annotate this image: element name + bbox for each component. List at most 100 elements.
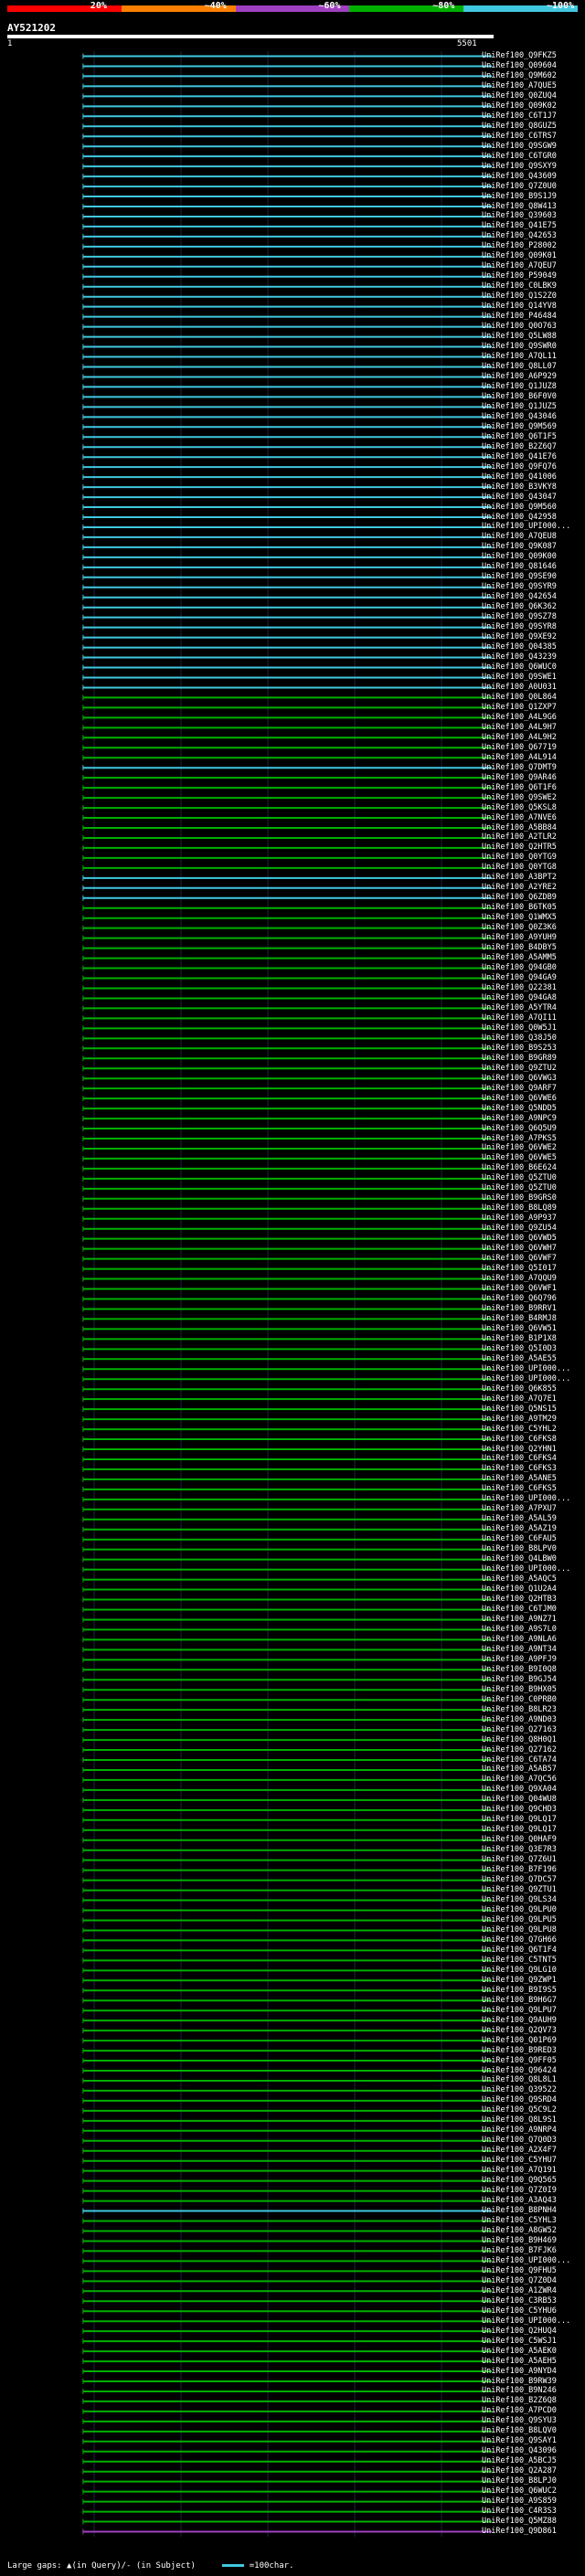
hit-label[interactable]: UniRef100_Q7DMT9: [482, 762, 557, 772]
hit-label[interactable]: UniRef100_B7FJK6: [482, 2245, 557, 2255]
hit-label[interactable]: UniRef100_Q9M560: [482, 502, 557, 512]
hit-label[interactable]: UniRef100_A9P937: [482, 1214, 557, 1224]
hit-label[interactable]: UniRef100_Q7Z6U1: [482, 1855, 557, 1865]
hit-label[interactable]: UniRef100_Q2YHN1: [482, 1444, 557, 1454]
hit-label[interactable]: UniRef100_Q6WUC2: [482, 2486, 557, 2496]
hit-label[interactable]: UniRef100_Q9FHU5: [482, 2265, 557, 2275]
hit-label[interactable]: UniRef100_B8LQV0: [482, 2426, 557, 2436]
hit-label[interactable]: UniRef100_Q9LPU7: [482, 2005, 557, 2015]
hit-label[interactable]: UniRef100_Q6VWG3: [482, 1073, 557, 1083]
hit-label[interactable]: UniRef100_A7PCD0: [482, 2406, 557, 2416]
hit-label[interactable]: UniRef100_UPI000...: [482, 1494, 571, 1504]
hit-label[interactable]: UniRef100_Q9AUH9: [482, 2015, 557, 2025]
hit-label[interactable]: UniRef100_B9N246: [482, 2386, 557, 2396]
hit-label[interactable]: UniRef100_Q9SYR8: [482, 622, 557, 632]
hit-label[interactable]: UniRef100_UPI000...: [482, 1363, 571, 1373]
hit-label[interactable]: UniRef100_A9YUH9: [482, 933, 557, 943]
hit-label[interactable]: UniRef100_A5BB84: [482, 822, 557, 832]
hit-label[interactable]: UniRef100_Q94GA8: [482, 992, 557, 1002]
hit-label[interactable]: UniRef100_A7PXU7: [482, 1504, 557, 1514]
hit-label[interactable]: UniRef100_A7PKS5: [482, 1133, 557, 1143]
hit-label[interactable]: UniRef100_Q81646: [482, 562, 557, 572]
hit-label[interactable]: UniRef100_Q0Z3K6: [482, 923, 557, 933]
hit-label[interactable]: UniRef100_Q8L9S1: [482, 2115, 557, 2125]
hit-label[interactable]: UniRef100_A9NZ71: [482, 1614, 557, 1624]
hit-label[interactable]: UniRef100_Q9SYU3: [482, 2416, 557, 2426]
hit-label[interactable]: UniRef100_Q3E7R3: [482, 1845, 557, 1855]
hit-label[interactable]: UniRef100_A5AEK0: [482, 2346, 557, 2356]
hit-label[interactable]: UniRef100_C0LBK9: [482, 281, 557, 292]
hit-label[interactable]: UniRef100_UPI000...: [482, 1564, 571, 1574]
hit-label[interactable]: UniRef100_Q0HAF9: [482, 1835, 557, 1845]
hit-label[interactable]: UniRef100_Q9SRD4: [482, 2095, 557, 2105]
hit-label[interactable]: UniRef100_Q94GB0: [482, 963, 557, 973]
hit-label[interactable]: UniRef100_Q5LW88: [482, 332, 557, 342]
hit-label[interactable]: UniRef100_A7QUE5: [482, 80, 557, 90]
hit-label[interactable]: UniRef100_B3VKY8: [482, 482, 557, 492]
hit-label[interactable]: UniRef100_Q2HTB3: [482, 1595, 557, 1605]
hit-label[interactable]: UniRef100_Q8GUZ5: [482, 121, 557, 131]
hit-label[interactable]: UniRef100_UPI000...: [482, 1373, 571, 1383]
hit-label[interactable]: UniRef100_B6E624: [482, 1163, 557, 1173]
hit-label[interactable]: UniRef100_Q96424: [482, 2065, 557, 2075]
hit-label[interactable]: UniRef100_C6FKS8: [482, 1434, 557, 1444]
hit-label[interactable]: UniRef100_C6TRS7: [482, 131, 557, 141]
hit-label[interactable]: UniRef100_A5AZ19: [482, 1524, 557, 1534]
hit-label[interactable]: UniRef100_Q6ZDB9: [482, 893, 557, 903]
hit-label[interactable]: UniRef100_UPI000...: [482, 2255, 571, 2265]
hit-label[interactable]: UniRef100_B6TK05: [482, 903, 557, 913]
hit-label[interactable]: UniRef100_Q9ZWP1: [482, 1975, 557, 1985]
hit-label[interactable]: UniRef100_A9S7L0: [482, 1624, 557, 1634]
hit-label[interactable]: UniRef100_Q6K855: [482, 1383, 557, 1394]
hit-label[interactable]: UniRef100_A3BPT2: [482, 873, 557, 883]
hit-label[interactable]: UniRef100_Q04WU8: [482, 1795, 557, 1805]
hit-label[interactable]: UniRef100_Q9LPU5: [482, 1914, 557, 1924]
hit-label[interactable]: UniRef100_B7F196: [482, 1865, 557, 1875]
hit-label[interactable]: UniRef100_Q9SGW9: [482, 141, 557, 151]
hit-label[interactable]: UniRef100_A4L914: [482, 752, 557, 762]
hit-label[interactable]: UniRef100_Q0W5J1: [482, 1023, 557, 1033]
hit-label[interactable]: UniRef100_Q9ZU54: [482, 1224, 557, 1234]
hit-label[interactable]: UniRef100_Q9LQ17: [482, 1815, 557, 1825]
hit-label[interactable]: UniRef100_Q9SE90: [482, 572, 557, 582]
hit-label[interactable]: UniRef100_Q5ZTU0: [482, 1173, 557, 1183]
hit-label[interactable]: UniRef100_Q0YTG9: [482, 853, 557, 863]
hit-label[interactable]: UniRef100_Q27163: [482, 1724, 557, 1734]
hit-label[interactable]: UniRef100_C6T1J7: [482, 111, 557, 121]
hit-label[interactable]: UniRef100_Q39603: [482, 211, 557, 221]
hit-label[interactable]: UniRef100_Q6T1F6: [482, 782, 557, 792]
hit-label[interactable]: UniRef100_B4RMJ8: [482, 1313, 557, 1323]
hit-label[interactable]: UniRef100_P59049: [482, 271, 557, 281]
hit-label[interactable]: UniRef100_Q41E75: [482, 221, 557, 231]
hit-label[interactable]: UniRef100_A7Q191: [482, 2166, 557, 2176]
hit-label[interactable]: UniRef100_A9NRP4: [482, 2125, 557, 2136]
hit-label[interactable]: UniRef100_Q9K087: [482, 542, 557, 552]
hit-label[interactable]: UniRef100_A2YRE2: [482, 883, 557, 893]
hit-label[interactable]: UniRef100_Q9Q565: [482, 2176, 557, 2186]
hit-label[interactable]: UniRef100_A9ND03: [482, 1714, 557, 1724]
hit-label[interactable]: UniRef100_Q7GH66: [482, 1935, 557, 1945]
hit-label[interactable]: UniRef100_Q6VWE2: [482, 1143, 557, 1153]
hit-label[interactable]: UniRef100_C5WSJ1: [482, 2336, 557, 2346]
hit-label[interactable]: UniRef100_Q38J50: [482, 1033, 557, 1043]
hit-label[interactable]: UniRef100_Q09K02: [482, 101, 557, 111]
hit-label[interactable]: UniRef100_C6FKS5: [482, 1484, 557, 1494]
hit-label[interactable]: UniRef100_Q9SWE2: [482, 792, 557, 802]
hit-label[interactable]: UniRef100_Q27162: [482, 1744, 557, 1754]
hit-label[interactable]: UniRef100_Q2QV73: [482, 2025, 557, 2035]
hit-label[interactable]: UniRef100_C0PRB0: [482, 1694, 557, 1704]
hit-label[interactable]: UniRef100_Q5KSL8: [482, 802, 557, 812]
hit-label[interactable]: UniRef100_B9RW39: [482, 2376, 557, 2386]
hit-label[interactable]: UniRef100_Q9ZTU1: [482, 1885, 557, 1895]
hit-label[interactable]: UniRef100_Q22381: [482, 982, 557, 992]
hit-label[interactable]: UniRef100_Q2HUQ4: [482, 2326, 557, 2336]
hit-label[interactable]: UniRef100_Q7DC57: [482, 1875, 557, 1885]
hit-label[interactable]: UniRef100_Q4LBW0: [482, 1554, 557, 1564]
hit-label[interactable]: UniRef100_A0U031: [482, 682, 557, 692]
hit-label[interactable]: UniRef100_A7NVE6: [482, 812, 557, 822]
hit-label[interactable]: UniRef100_Q6VW51: [482, 1323, 557, 1333]
hit-label[interactable]: UniRef100_Q9FKZ5: [482, 50, 557, 60]
hit-label[interactable]: UniRef100_B9H6G7: [482, 1995, 557, 2005]
hit-label[interactable]: UniRef100_Q9SAY1: [482, 2436, 557, 2446]
hit-label[interactable]: UniRef100_A5AQC5: [482, 1574, 557, 1585]
